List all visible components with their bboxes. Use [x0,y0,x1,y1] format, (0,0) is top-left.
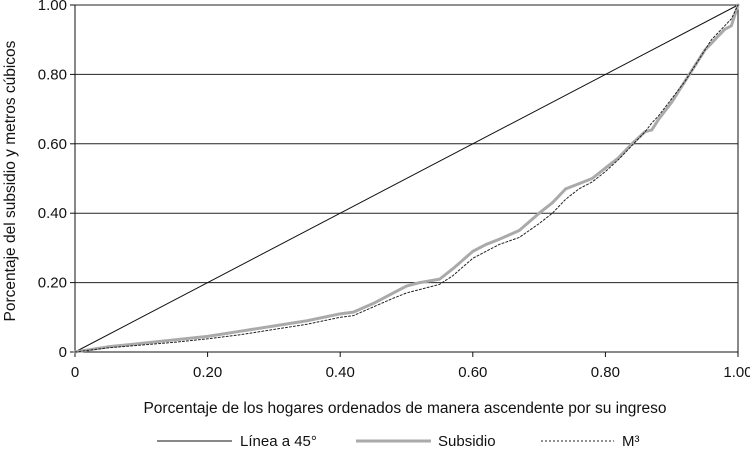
x-tick-label-1: 0.20 [193,364,222,381]
y-axis-title: Porcentaje del subsidio y metros cúbicos [2,40,19,321]
y-tick-label-5: 1.00 [38,0,67,14]
x-tick-label-2: 0.40 [326,364,355,381]
series-lines [73,3,740,354]
y-tick-label-2: 0.40 [38,205,67,222]
y-tick-label-1: 0.20 [38,275,67,292]
x-axis-title: Porcentaje de los hogares ordenados de m… [143,400,666,417]
series-m3 [74,4,739,353]
legend-item-m3: M³ [541,433,640,450]
y-tick-label-4: 0.80 [38,66,67,83]
legend-item-linea-45: Línea a 45° [157,433,317,450]
legend-item-subsidio: Subsidio [356,433,496,450]
legend-label-m3: M³ [622,433,640,448]
legend: Línea a 45° Subsidio M³ [157,433,640,450]
axes [74,5,739,353]
grid-lines [75,4,738,284]
x-tick-label-5: 1.00 [723,364,750,381]
tick-labels: 0 0.20 0.40 0.60 0.80 1.00 0 0.20 0.40 0.60 0.80 1.… [38,0,750,381]
legend-label-linea-45: Línea a 45° [240,433,317,448]
series-line-45 [74,4,739,353]
y-tick-label-0: 0 [59,344,67,361]
legend-label-subsidio: Subsidio [438,433,496,448]
x-tick-label-3: 0.60 [458,364,487,381]
x-tick-label-4: 0.80 [591,364,620,381]
y-tick-label-3: 0.60 [38,136,67,153]
x-tick-label-0: 0 [71,364,79,381]
